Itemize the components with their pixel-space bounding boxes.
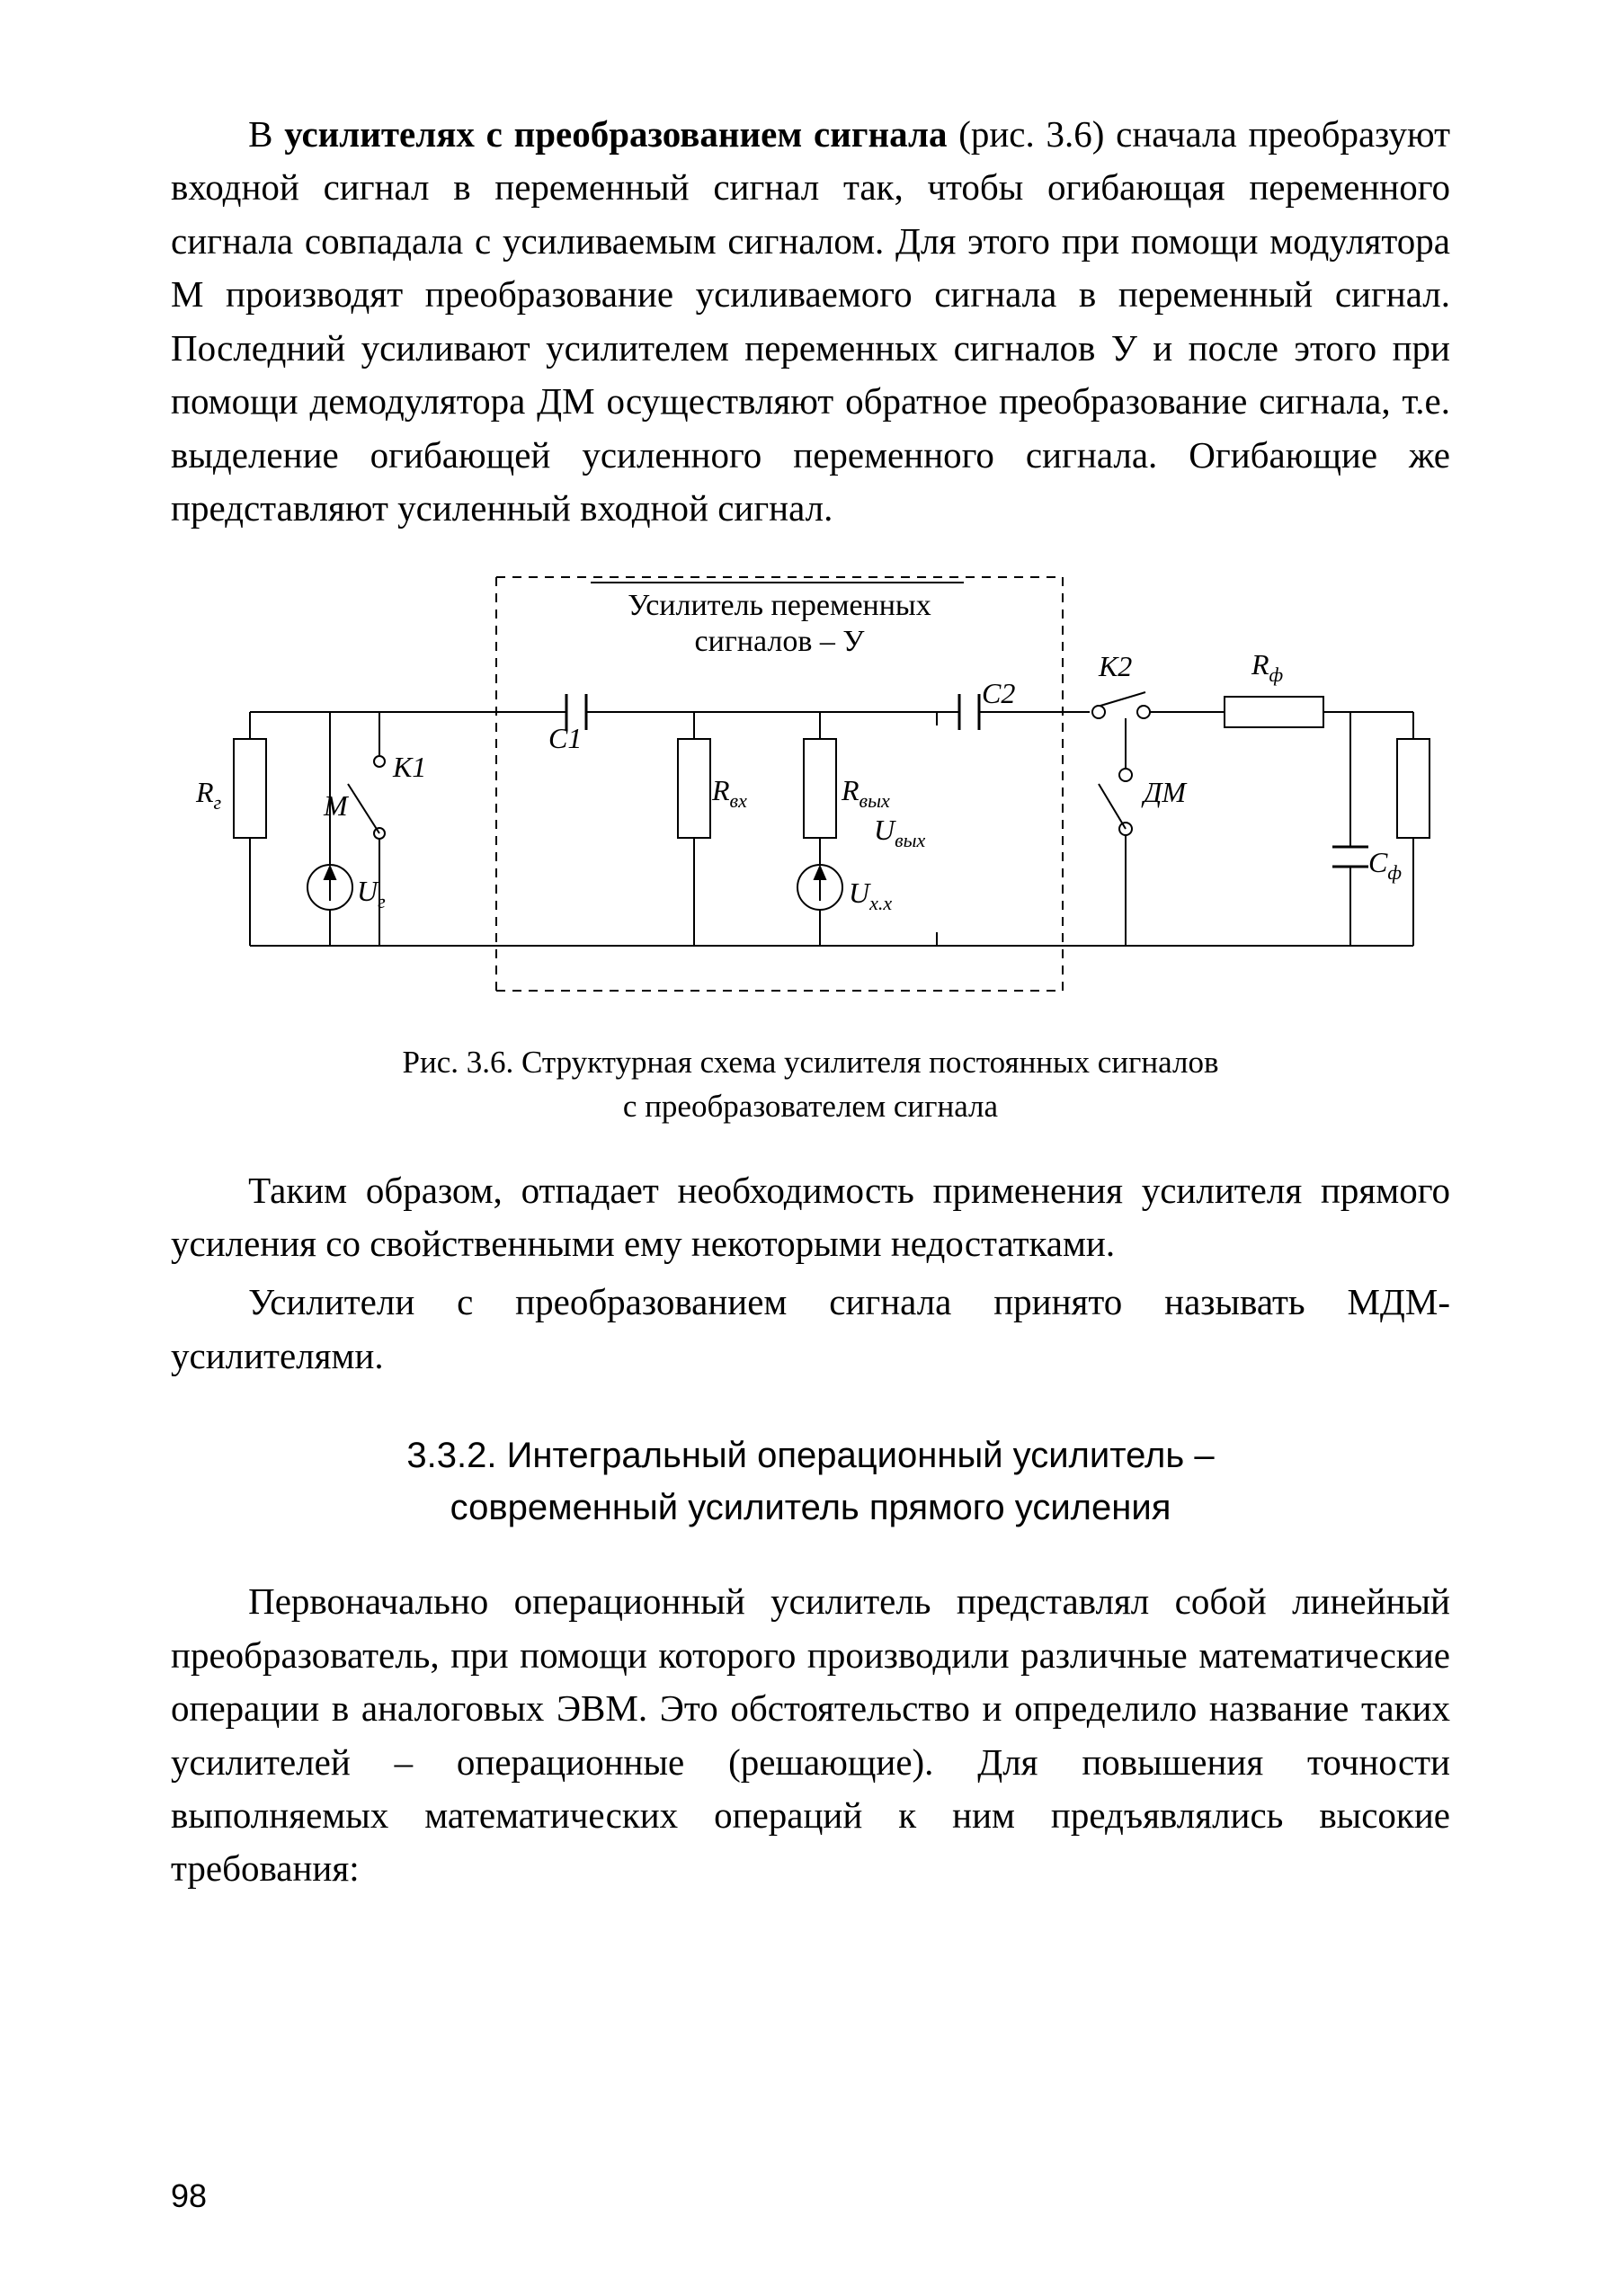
label-K2: К2 [1098, 650, 1132, 682]
label-M: М [323, 789, 350, 822]
page: В усилителях с преобразованием сигнала (… [0, 0, 1621, 2296]
bold-term: усилителях с преобразованием сигнала [284, 113, 947, 155]
figure-caption: Рис. 3.6. Структурная схема усилителя по… [171, 1040, 1450, 1128]
text: (рис. 3.6) сначала преобразуют входной с… [171, 113, 1450, 529]
amp-title-l2: сигналов – У [694, 625, 865, 658]
page-number: 98 [171, 2177, 1450, 2215]
heading-line-1: 3.3.2. Интегральный операционный усилите… [406, 1436, 1214, 1475]
heading-line-2: современный усилитель прямого усиления [450, 1488, 1171, 1527]
paragraph-3: Усилители с преобразованием сигнала прин… [171, 1276, 1450, 1383]
label-Ug: Uг [357, 875, 386, 912]
circuit-diagram: Усилитель переменных сигналов – У [191, 568, 1431, 1018]
paragraph-1: В усилителях с преобразованием сигнала (… [171, 108, 1450, 536]
label-Rg: Rг [195, 776, 222, 814]
section-heading: 3.3.2. Интегральный операционный усилите… [171, 1429, 1450, 1534]
paragraph-2: Таким образом, отпадает необходимость пр… [171, 1164, 1450, 1271]
label-Rf: Rф [1251, 648, 1284, 686]
caption-line-1: Рис. 3.6. Структурная схема усилителя по… [403, 1045, 1219, 1080]
label-DM: ДМ [1141, 776, 1188, 808]
label-Rvx: Rвх [711, 774, 747, 812]
caption-line-2: с преобразователем сигнала [623, 1089, 998, 1124]
label-Cf: Cф [1368, 846, 1402, 884]
label-Rvyx: Rвых [841, 774, 890, 812]
figure-3-6: Усилитель переменных сигналов – У [191, 568, 1431, 1022]
label-C1: С1 [548, 722, 582, 754]
paragraph-4: Первоначально операционный усилитель пре… [171, 1575, 1450, 1896]
label-Uvyx: Uвых [874, 814, 926, 851]
amp-title-l1: Усилитель переменных [628, 589, 931, 622]
text: В [248, 113, 284, 155]
label-C2: С2 [982, 677, 1015, 709]
label-Uxx: Uх.x [849, 877, 892, 914]
label-K1: К1 [392, 751, 426, 783]
